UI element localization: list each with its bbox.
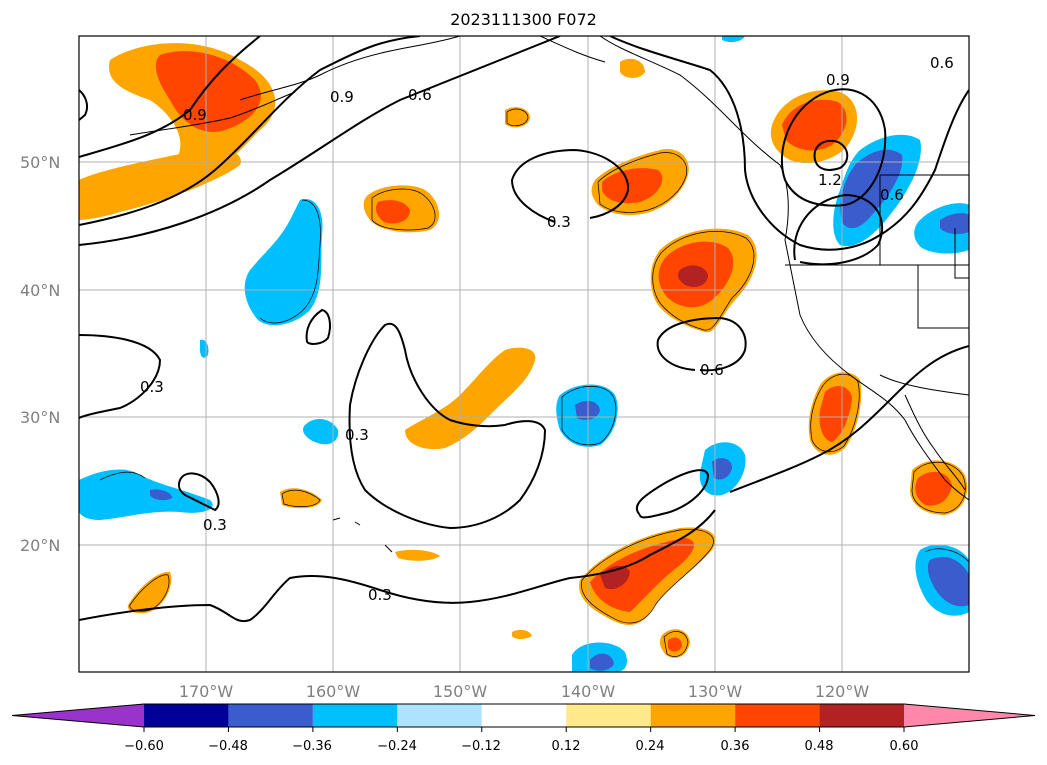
contour-label: 0.3 (345, 426, 369, 444)
contour-lines (79, 36, 969, 623)
colorbar-extend-low (12, 704, 144, 727)
colorbar-tick-label: −0.24 (377, 739, 417, 754)
contour-label: 0.6 (930, 54, 954, 72)
map-border (78, 35, 970, 673)
lon-label: 160°W (306, 682, 361, 701)
colorbar-tick-label: −0.60 (124, 739, 164, 754)
lon-label: 120°W (815, 682, 870, 701)
lat-label: 40°N (20, 281, 60, 300)
contour-label: 0.6 (880, 186, 904, 204)
contour-label: 0.9 (183, 106, 207, 124)
lon-label: 130°W (688, 682, 743, 701)
colorbar-bin (228, 704, 313, 727)
contour-label: 0.9 (330, 88, 354, 106)
lat-label: 20°N (20, 536, 60, 555)
colorbar-extend-high (904, 704, 1035, 727)
shading-outlines (99, 108, 969, 657)
contour-label: 0.6 (700, 361, 724, 379)
map-title: 2023111300 F072 (450, 10, 597, 29)
lat-axis-labels: 50°N 40°N 30°N 20°N (20, 153, 60, 555)
colorbar-tick-label: 0.12 (552, 739, 581, 754)
colorbar-bin (735, 704, 820, 727)
colorbar-bin (144, 704, 229, 727)
contour-label: 0.3 (140, 378, 164, 396)
colorbar-bin (566, 704, 651, 727)
colorbar-tick-label: 0.36 (721, 739, 750, 754)
colorbar-tick-label: 0.60 (890, 739, 919, 754)
colorbar-bin (481, 704, 567, 727)
gridlines (79, 36, 969, 672)
contour-label: 0.3 (203, 516, 227, 534)
colorbar-tick-label: −0.12 (461, 739, 501, 754)
lon-label: 150°W (433, 682, 488, 701)
lat-label: 30°N (20, 408, 60, 427)
colorbar-tick-label: 0.48 (805, 739, 834, 754)
lon-axis-labels: 170°W 160°W 150°W 140°W 130°W 120°W (179, 682, 870, 701)
colorbar-bin (819, 704, 904, 727)
contour-label: 0.3 (547, 213, 571, 231)
contour-label: 0.3 (368, 586, 392, 604)
colorbar-tick-label: −0.48 (208, 739, 248, 754)
colorbar-bin (397, 704, 482, 727)
contour-label: 0.6 (408, 86, 432, 104)
lat-label: 50°N (20, 153, 60, 172)
colorbar (11, 703, 1036, 732)
lon-label: 170°W (179, 682, 234, 701)
contour-label: 1.2 (818, 171, 842, 189)
colorbar-tick-label: −0.36 (292, 739, 332, 754)
contour-label: 0.9 (826, 71, 850, 89)
colorbar-tick-labels: −0.60 −0.48 −0.36 −0.24 −0.12 0.12 0.24 … (124, 739, 918, 754)
colorbar-bin (650, 704, 736, 727)
contour-labels: 0.9 0.9 0.6 0.9 1.2 0.6 0.6 0.3 0.6 0.3 … (140, 54, 954, 604)
colorbar-bin (312, 704, 398, 727)
lon-label: 140°W (561, 682, 616, 701)
colorbar-tick-label: 0.24 (636, 739, 665, 754)
